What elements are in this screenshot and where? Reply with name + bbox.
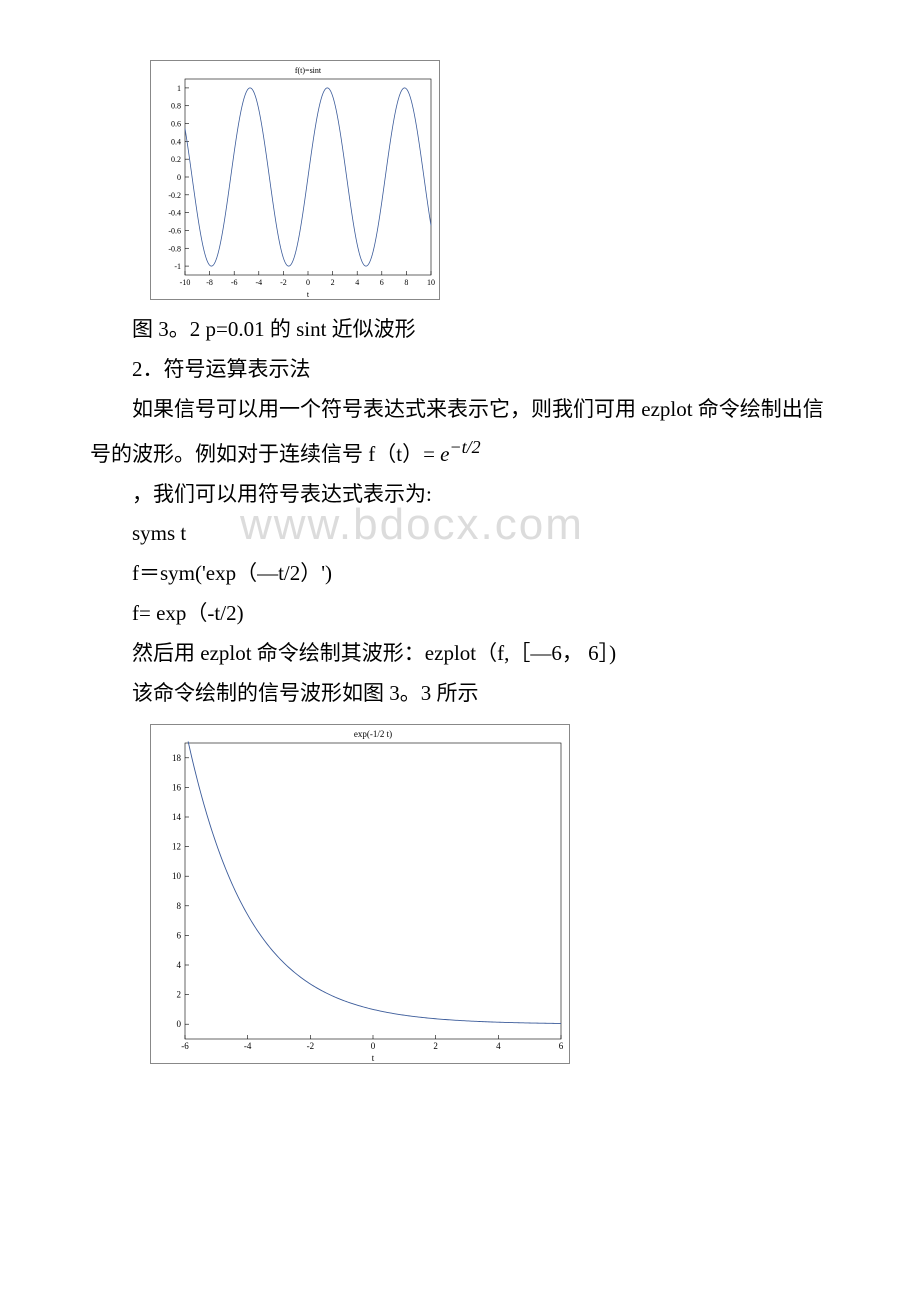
svg-text:18: 18 bbox=[172, 753, 182, 763]
svg-text:-0.6: -0.6 bbox=[168, 226, 181, 235]
svg-text:2: 2 bbox=[331, 278, 335, 287]
svg-text:1: 1 bbox=[177, 84, 181, 93]
paragraph-ezplot-intro: 如果信号可以用一个符号表达式来表示它，则我们可用 ezplot 命令绘制出信号的… bbox=[90, 390, 830, 475]
svg-text:0: 0 bbox=[177, 173, 181, 182]
paragraph-express-as: ，我们可以用符号表达式表示为: bbox=[90, 475, 830, 515]
svg-text:0.8: 0.8 bbox=[171, 102, 181, 111]
paragraph-result: 该命令绘制的信号波形如图 3。3 所示 bbox=[90, 674, 830, 714]
chart-sint: -10 -8 -6 -4 -2 0 2 4 6 8 10 -1 -0.8 -0.6 -0.4 -0.2 0 0.2… bbox=[150, 60, 440, 300]
svg-text:4: 4 bbox=[496, 1041, 501, 1051]
svg-text:-1: -1 bbox=[174, 262, 181, 271]
svg-text:4: 4 bbox=[355, 278, 359, 287]
svg-text:-2: -2 bbox=[280, 278, 287, 287]
svg-text:0.4: 0.4 bbox=[171, 137, 181, 146]
svg-text:exp(-1/2 t): exp(-1/2 t) bbox=[354, 729, 392, 739]
code-line-f: f= exp（-t/2) bbox=[90, 594, 830, 634]
svg-text:-6: -6 bbox=[231, 278, 238, 287]
svg-text:4: 4 bbox=[177, 960, 182, 970]
svg-text:6: 6 bbox=[177, 930, 182, 940]
figure-caption-1: 图 3。2 p=0.01 的 sint 近似波形 bbox=[90, 310, 830, 350]
heading-symbolic: 2．符号运算表示法 bbox=[90, 350, 830, 390]
svg-text:0: 0 bbox=[371, 1041, 376, 1051]
svg-text:0: 0 bbox=[306, 278, 310, 287]
svg-text:6: 6 bbox=[559, 1041, 564, 1051]
svg-text:-0.8: -0.8 bbox=[168, 244, 181, 253]
svg-text:-10: -10 bbox=[180, 278, 191, 287]
svg-text:8: 8 bbox=[404, 278, 408, 287]
code-line-syms: syms t bbox=[90, 514, 830, 554]
svg-text:-8: -8 bbox=[206, 278, 213, 287]
svg-text:-0.2: -0.2 bbox=[168, 191, 181, 200]
svg-text:6: 6 bbox=[380, 278, 384, 287]
formula-exp: e−t/2 bbox=[440, 442, 480, 466]
svg-text:-4: -4 bbox=[255, 278, 262, 287]
svg-text:8: 8 bbox=[177, 901, 182, 911]
svg-text:10: 10 bbox=[172, 871, 182, 881]
svg-text:10: 10 bbox=[427, 278, 435, 287]
svg-text:0.6: 0.6 bbox=[171, 120, 181, 129]
svg-text:t: t bbox=[307, 290, 310, 299]
svg-text:-0.4: -0.4 bbox=[168, 209, 181, 218]
svg-text:f(t)=sint: f(t)=sint bbox=[295, 66, 322, 75]
svg-text:-6: -6 bbox=[181, 1041, 189, 1051]
svg-text:-4: -4 bbox=[244, 1041, 252, 1051]
chart-exp: -6 -4 -2 0 2 4 6 0 2 4 6 8 10 12 14 16 18 exp(-1/2 t) t bbox=[150, 724, 570, 1064]
svg-text:0.2: 0.2 bbox=[171, 155, 181, 164]
paragraph-ezplot-call: 然后用 ezplot 命令绘制其波形：ezplot（f,［—6， 6］) bbox=[90, 634, 830, 674]
svg-text:2: 2 bbox=[433, 1041, 438, 1051]
svg-text:-2: -2 bbox=[307, 1041, 315, 1051]
svg-text:2: 2 bbox=[177, 990, 182, 1000]
svg-text:0: 0 bbox=[177, 1019, 182, 1029]
svg-text:16: 16 bbox=[172, 782, 182, 792]
svg-text:14: 14 bbox=[172, 812, 182, 822]
svg-text:12: 12 bbox=[172, 842, 181, 852]
svg-text:t: t bbox=[372, 1053, 375, 1063]
code-line-sym: f＝sym('exp（—t/2）') bbox=[90, 554, 830, 594]
